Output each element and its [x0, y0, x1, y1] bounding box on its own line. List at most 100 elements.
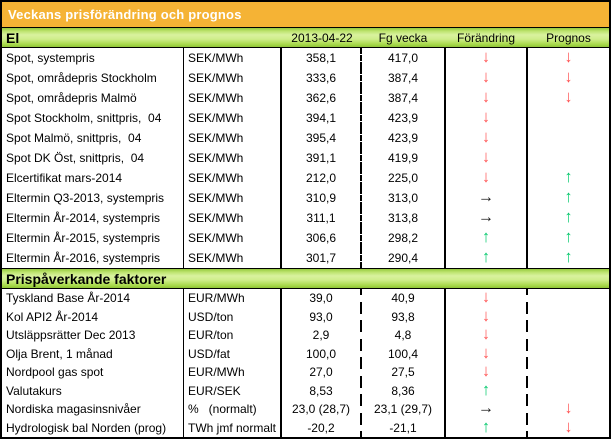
up-arrow-icon: ↑ [482, 418, 490, 436]
forecast-arrow-cell [528, 308, 609, 327]
previous-value: 387,4 [387, 71, 419, 85]
row-label: Spot Malmö, snittpris, 04 [2, 128, 184, 148]
table-row: Elcertifikat mars-2014 SEK/MWh 212,0 225… [2, 168, 609, 188]
up-arrow-icon: ↑ [482, 248, 490, 267]
forecast-arrow-cell: ↓ [528, 400, 609, 419]
previous-value: 423,9 [387, 111, 419, 125]
current-value: 391,1 [282, 148, 362, 168]
down-arrow-icon: ↓ [482, 307, 490, 325]
table-row: Olja Brent, 1 månad USD/fat 100,0 100,4 … [2, 344, 609, 364]
previous-value: 298,2 [387, 231, 419, 245]
previous-value: 40,9 [391, 291, 415, 305]
row-label: Utsläppsrätter Dec 2013 [2, 326, 184, 345]
down-arrow-icon: ↓ [482, 108, 490, 127]
row-unit: USD/fat [184, 344, 282, 363]
table-row: Valutakurs EUR/SEK 8,53 8,36 ↑ [2, 381, 609, 401]
row-label: Kol API2 År-2014 [2, 307, 184, 326]
table-row: Eltermin År-2016, systempris SEK/MWh 301… [2, 248, 609, 268]
up-arrow-icon: ↑ [482, 228, 490, 247]
row-unit: EUR/MWh [184, 363, 282, 382]
row-unit: SEK/MWh [184, 88, 282, 108]
report-title-bar: Veckans prisförändring och prognos [2, 2, 609, 28]
change-arrow-cell: → [444, 188, 528, 208]
column-header-prev-week: Fg vecka [378, 30, 428, 45]
up-arrow-icon: ↑ [564, 188, 573, 207]
row-unit: SEK/MWh [184, 108, 282, 128]
previous-value: 100,4 [387, 346, 419, 361]
down-arrow-icon: ↓ [564, 88, 573, 107]
section-title-factors: Prispåverkande faktorer [6, 270, 167, 287]
row-label: Olja Brent, 1 månad [2, 344, 184, 363]
row-unit: EUR/ton [184, 326, 282, 345]
current-value: 8,53 [282, 381, 362, 400]
down-arrow-icon: ↓ [564, 400, 573, 418]
forecast-arrow-cell [528, 382, 609, 401]
row-unit: SEK/MWh [184, 248, 282, 268]
change-arrow-cell: → [444, 400, 528, 419]
current-value: -20,2 [282, 418, 362, 437]
row-label: Eltermin År-2015, systempris [2, 228, 184, 248]
forecast-arrow-cell [528, 345, 609, 364]
previous-value: 417,0 [387, 51, 419, 65]
forecast-arrow-cell [528, 363, 609, 382]
down-arrow-icon: ↓ [482, 88, 490, 107]
section-rows-el: Spot, systempris SEK/MWh 358,1 417,0 ↓ ↓… [2, 48, 609, 268]
row-unit: EUR/MWh [184, 289, 282, 308]
current-value: 358,1 [282, 48, 362, 68]
current-value: 100,0 [282, 344, 362, 363]
down-arrow-icon: ↓ [564, 68, 573, 87]
row-label: Valutakurs [2, 381, 184, 400]
down-arrow-icon: ↓ [482, 344, 490, 362]
change-arrow-cell: ↓ [444, 68, 528, 88]
change-arrow-cell: ↓ [444, 128, 528, 148]
current-value: 394,1 [282, 108, 362, 128]
forecast-arrow-cell: ↑ [528, 228, 609, 248]
row-label: Hydrologisk bal Norden (prog) [2, 418, 184, 437]
section-title-el: El [6, 29, 20, 46]
change-arrow-cell: ↓ [444, 108, 528, 128]
forecast-arrow-cell: ↑ [528, 188, 609, 208]
row-unit: TWh jmf normalt [184, 418, 282, 437]
previous-value: -21,1 [389, 420, 417, 435]
table-row: Tyskland Base År-2014 EUR/MWh 39,0 40,9 … [2, 289, 609, 308]
down-arrow-icon: ↓ [482, 148, 490, 167]
column-header-forecast: Prognos [546, 30, 591, 45]
previous-value: 225,0 [387, 171, 419, 185]
down-arrow-icon: ↓ [482, 48, 490, 67]
current-value: 395,4 [282, 128, 362, 148]
table-row: Kol API2 År-2014 USD/ton 93,0 93,8 ↓ [2, 307, 609, 327]
table-row: Spot Stockholm, snittpris, 04 SEK/MWh 39… [2, 108, 609, 128]
previous-value: 290,4 [387, 251, 419, 265]
up-arrow-icon: ↑ [564, 208, 573, 227]
section-header-factors: Prispåverkande faktorer [2, 268, 609, 289]
row-label: Tyskland Base År-2014 [2, 289, 184, 308]
column-header-change: Förändring [456, 30, 516, 45]
row-unit: SEK/MWh [184, 168, 282, 188]
change-arrow-cell: → [444, 208, 528, 228]
row-label: Spot, områdepris Malmö [2, 88, 184, 108]
down-arrow-icon: ↓ [482, 68, 490, 87]
previous-value: 313,8 [387, 211, 419, 225]
previous-value: 27,5 [391, 365, 415, 379]
forecast-arrow-cell [528, 326, 609, 345]
forecast-arrow-cell: ↓ [528, 88, 609, 108]
current-value: 311,1 [282, 208, 362, 228]
forecast-arrow-cell [528, 289, 609, 308]
section-rows-factors: Tyskland Base År-2014 EUR/MWh 39,0 40,9 … [2, 289, 609, 437]
row-label: Spot, systempris [2, 48, 184, 68]
change-arrow-cell: ↑ [444, 248, 528, 268]
change-arrow-cell: ↓ [444, 363, 528, 382]
row-unit: SEK/MWh [184, 48, 282, 68]
forecast-arrow-cell [528, 108, 609, 128]
current-value: 306,6 [282, 228, 362, 248]
row-label: Spot DK Öst, snittpris, 04 [2, 148, 184, 168]
forecast-arrow-cell: ↑ [528, 208, 609, 228]
current-value: 310,9 [282, 188, 362, 208]
down-arrow-icon: ↓ [482, 289, 490, 307]
row-label: Spot, områdepris Stockholm [2, 68, 184, 88]
forecast-arrow-cell: ↓ [528, 48, 609, 68]
up-arrow-icon: ↑ [564, 228, 573, 247]
current-value: 212,0 [282, 168, 362, 188]
forecast-arrow-cell: ↑ [528, 248, 609, 268]
change-arrow-cell: ↑ [444, 418, 528, 437]
